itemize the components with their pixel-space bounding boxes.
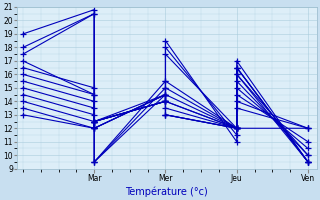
X-axis label: Température (°c): Température (°c) — [125, 186, 208, 197]
